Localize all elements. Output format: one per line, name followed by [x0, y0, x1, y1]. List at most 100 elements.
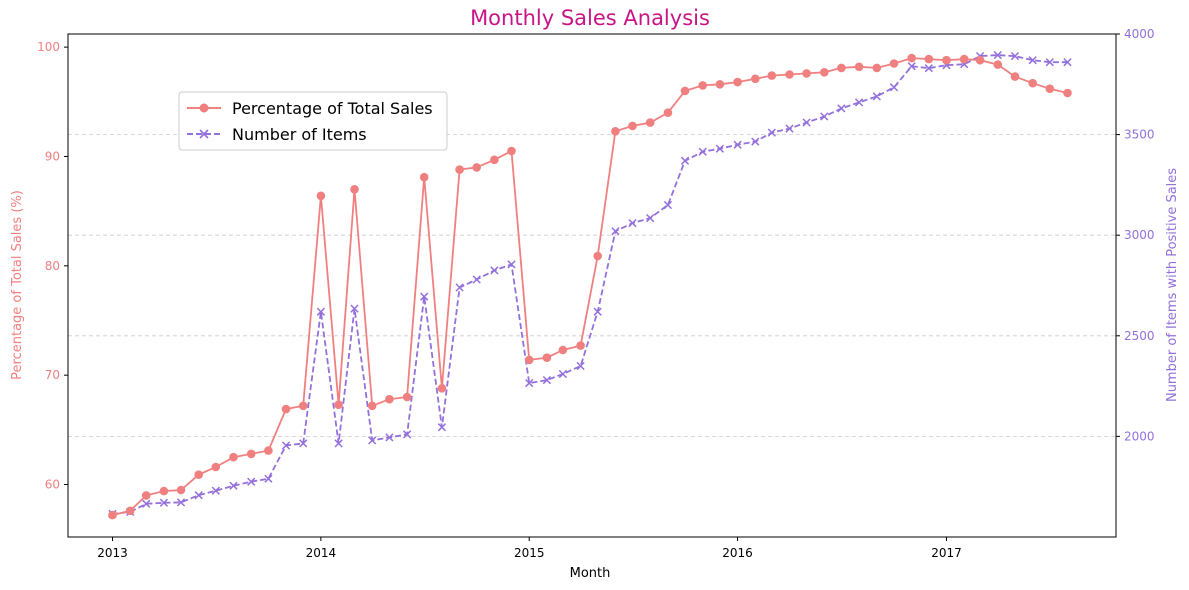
left-y-axis: 60 70 80 90 100 [37, 40, 68, 492]
data-point [437, 423, 447, 432]
left-y-tick-label: 60 [45, 478, 60, 492]
data-point [593, 251, 602, 261]
data-point [281, 441, 291, 450]
data-point [924, 64, 933, 73]
legend-marker-percentage [199, 103, 209, 113]
x-tick-label: 2016 [722, 546, 753, 560]
data-point [402, 392, 412, 402]
data-point [715, 144, 725, 153]
left-y-tick-label: 70 [45, 368, 60, 382]
right-y-axis-label: Number of Items with Positive Sales [1165, 168, 1180, 402]
data-point [402, 430, 412, 439]
data-point [367, 401, 377, 411]
data-point [767, 128, 776, 137]
data-point [385, 394, 394, 404]
left-y-axis-label: Percentage of Total Sales (%) [10, 190, 25, 380]
data-point [907, 62, 916, 71]
right-y-tick-label: 4000 [1124, 27, 1155, 41]
data-point [576, 341, 585, 350]
data-point [229, 481, 238, 490]
data-point [1028, 56, 1037, 65]
data-point [211, 486, 220, 495]
data-point [507, 146, 516, 156]
data-point [246, 449, 256, 459]
data-point [1010, 51, 1020, 61]
data-point [628, 218, 637, 228]
x-tick-label: 2017 [931, 546, 962, 560]
data-point [247, 477, 256, 486]
data-point [802, 69, 811, 78]
data-point [785, 70, 794, 79]
data-point [1010, 72, 1020, 81]
data-point [558, 345, 568, 355]
data-point [125, 506, 135, 516]
data-point [108, 510, 117, 520]
data-point [507, 260, 516, 269]
x-tick-label: 2015 [514, 546, 545, 560]
data-point [176, 485, 186, 495]
data-point [1028, 78, 1037, 88]
data-point [264, 446, 273, 455]
data-point [872, 63, 882, 73]
data-point [1063, 88, 1072, 98]
data-point [350, 304, 359, 313]
data-point [645, 118, 655, 127]
data-point [872, 92, 881, 101]
data-point [194, 470, 203, 480]
data-point [159, 498, 169, 507]
data-point [837, 104, 846, 113]
data-point [907, 53, 916, 63]
data-point [420, 292, 429, 301]
data-point [350, 185, 359, 194]
data-point [194, 491, 203, 500]
data-point [576, 361, 585, 371]
series-layer [108, 50, 1072, 520]
x-axis-label: Month [570, 566, 611, 581]
data-point [611, 127, 620, 136]
series-percentage-of-total-sales [108, 53, 1072, 520]
data-point [1063, 58, 1072, 67]
data-point [176, 498, 186, 507]
data-point [663, 108, 673, 117]
data-point [542, 353, 552, 363]
data-point [698, 147, 707, 156]
data-point [542, 375, 552, 385]
data-point [837, 63, 846, 73]
data-point [611, 227, 620, 236]
left-y-tick-label: 90 [45, 149, 60, 163]
legend-marker-items [199, 129, 209, 139]
data-point [924, 54, 934, 64]
chart-title: Monthly Sales Analysis [470, 6, 710, 30]
data-point [889, 59, 899, 68]
data-point [646, 213, 655, 223]
data-point [316, 191, 326, 201]
right-y-axis: 2000 2500 3000 3500 4000 [1116, 27, 1155, 443]
data-point [751, 74, 760, 84]
data-point [437, 384, 447, 393]
data-point [472, 275, 481, 284]
data-point [281, 404, 291, 414]
data-point [680, 156, 690, 165]
legend-entry-percentage: Percentage of Total Sales [187, 99, 433, 118]
left-y-tick-label: 100 [37, 40, 60, 54]
data-point [993, 60, 1003, 69]
data-point [854, 98, 864, 107]
data-point [959, 54, 969, 64]
data-point [142, 499, 151, 508]
data-point [525, 378, 534, 388]
right-y-tick-label: 3000 [1124, 228, 1155, 242]
data-point [698, 81, 707, 90]
data-point [299, 439, 308, 448]
data-point [942, 55, 951, 65]
legend-label-percentage: Percentage of Total Sales [232, 99, 433, 118]
legend: Percentage of Total Sales Number of Item… [178, 91, 448, 151]
data-point [975, 55, 985, 65]
data-point [733, 140, 742, 149]
left-y-tick-label: 80 [45, 259, 60, 273]
data-point [733, 77, 742, 87]
data-point [455, 165, 464, 174]
data-point [820, 112, 829, 121]
data-point [751, 137, 760, 146]
data-point [316, 307, 326, 316]
